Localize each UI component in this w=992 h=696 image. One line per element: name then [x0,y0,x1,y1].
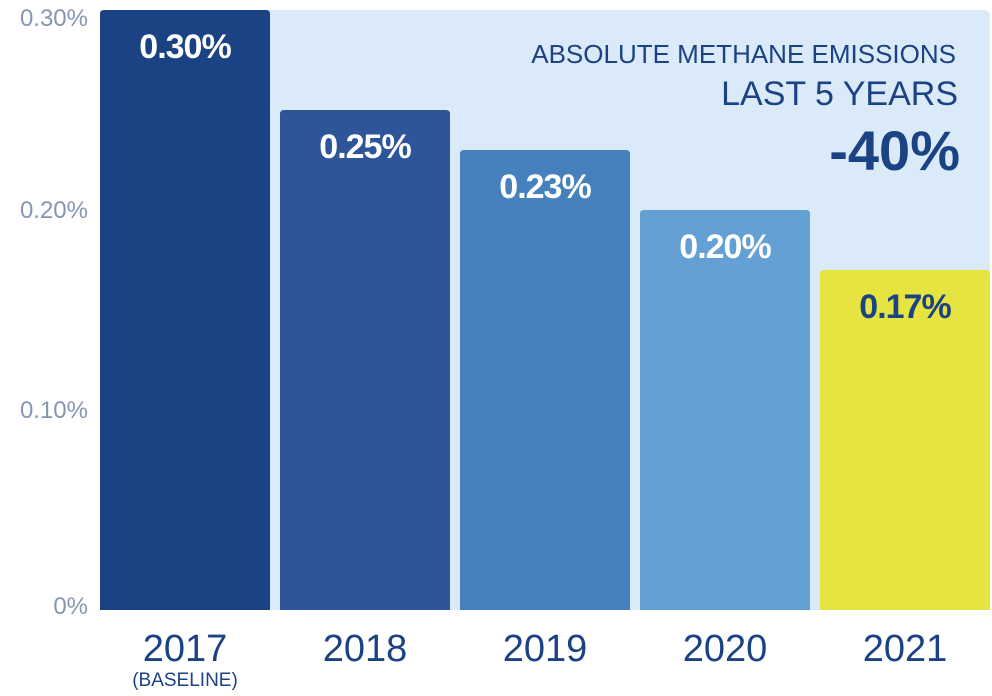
annotation: ABSOLUTE METHANE EMISSIONS LAST 5 YEARS … [531,39,960,182]
bar-2018 [280,110,450,610]
annotation-line-1: ABSOLUTE METHANE EMISSIONS [531,39,956,69]
bar-2021 [820,270,990,610]
bar-value-label: 0.23% [499,168,591,206]
x-tick-label: 2021 [863,628,948,670]
y-tick-label: 0.10% [20,397,88,424]
x-tick-label: 2020 [683,628,768,670]
y-tick-label: 0.20% [20,197,88,224]
bar-2017 [100,10,270,610]
bar-2019 [460,150,630,610]
bar-value-labels: 0.30% 0.25% 0.23% 0.20% 0.17% [139,28,952,326]
annotation-line-2: LAST 5 YEARS [721,75,958,113]
x-axis-category-labels: 2017(BASELINE) 2018 2019 2020 2021 [132,628,947,691]
x-tick-sublabel: (BASELINE) [132,670,238,691]
bar-value-label: 0.17% [859,288,951,326]
bars [100,10,990,610]
bar-2020 [640,210,810,610]
bar-value-label: 0.25% [319,128,411,166]
x-tick-label: 2019 [503,628,588,670]
bar-value-label: 0.30% [139,28,231,66]
annotation-line-3: -40% [829,119,960,182]
y-axis-ticks: 0% 0.10% 0.20% 0.30% [20,5,88,620]
y-tick-label: 0.30% [20,5,88,32]
x-tick-label: 2017 [143,628,228,670]
bar-value-label: 0.20% [679,228,771,266]
y-tick-label: 0% [53,593,88,620]
x-tick-label: 2018 [323,628,408,670]
